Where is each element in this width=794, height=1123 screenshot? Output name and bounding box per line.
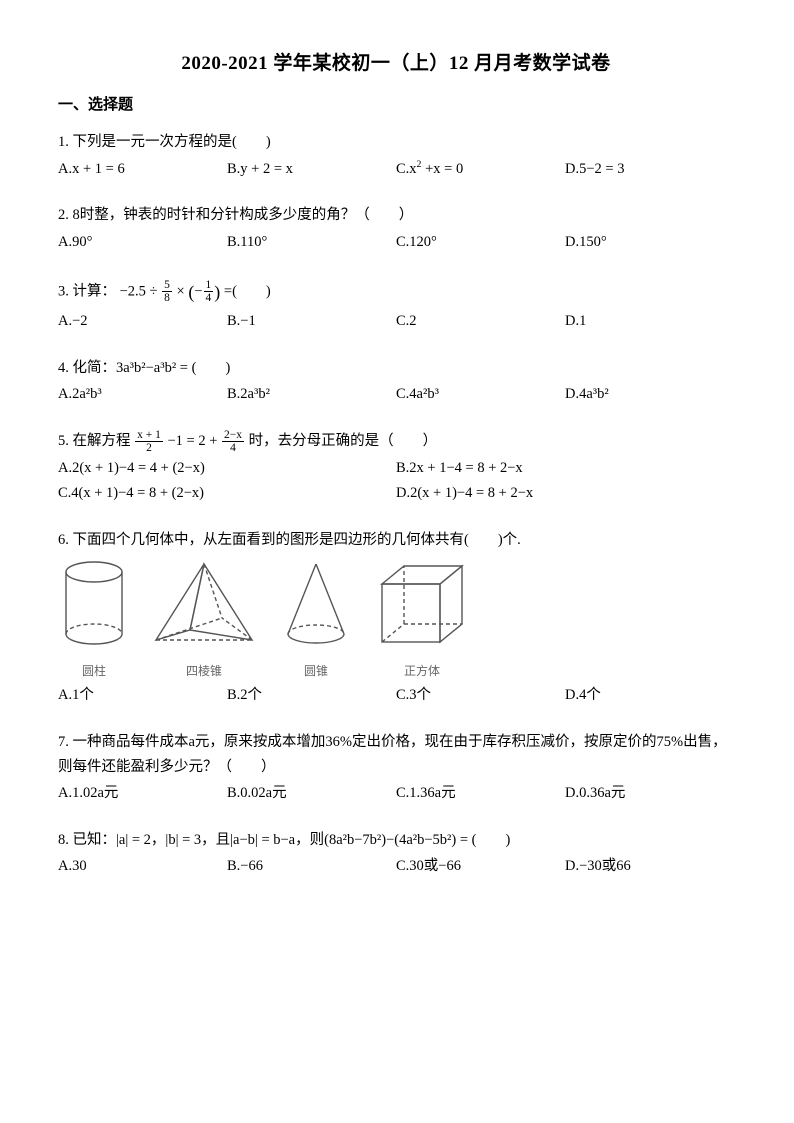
q4-stem: 4. 化简：3a³b²−a³b² = ( ): [58, 356, 734, 381]
q5-frac2: 2−x4: [221, 429, 245, 454]
q1-c-post: +x = 0: [421, 161, 463, 177]
q5-opt-b: B.2x + 1−4 = 8 + 2−x: [396, 456, 734, 481]
q3-neg: −: [194, 283, 202, 299]
q5-f2d: 4: [222, 442, 244, 454]
cone-icon: [278, 558, 354, 650]
question-4: 4. 化简：3a³b²−a³b² = ( ) A.2a²b³ B.2a³b² C…: [58, 356, 734, 407]
q5-opt-c: C.4(x + 1)−4 = 8 + (2−x): [58, 481, 396, 506]
question-6: 6. 下面四个几何体中，从左面看到的图形是四边形的几何体共有( )个. 圆柱: [58, 528, 734, 708]
geo-pyramid: 四棱锥: [150, 558, 258, 681]
q8-opt-a: A.30: [58, 854, 227, 879]
q4-opt-d: D.4a³b²: [565, 382, 734, 407]
exam-page: 2020-2021 学年某校初一（上）12 月月考数学试卷 一、选择题 1. 下…: [0, 0, 794, 923]
q1-options: A.x + 1 = 6 B.y + 2 = x C.x2 +x = 0 D.5−…: [58, 157, 734, 182]
q5-post: 时，去分母正确的是（ ）: [249, 433, 438, 449]
q7-stem: 7. 一种商品每件成本a元，原来按成本增加36%定出价格，现在由于库存积压减价，…: [58, 730, 734, 779]
q3-pre: 3. 计算： −2.5 ÷: [58, 283, 161, 299]
q7-opt-c: C.1.36a元: [396, 781, 565, 806]
q6-figures: 圆柱 四棱锥 圆锥: [58, 558, 734, 681]
geo1-label: 圆柱: [58, 661, 130, 681]
geo4-label: 正方体: [374, 661, 470, 681]
q3-f2n: 1: [204, 279, 214, 292]
q6-opt-a: A.1个: [58, 683, 227, 708]
q7-opt-b: B.0.02a元: [227, 781, 396, 806]
q2-options: A.90° B.110° C.120° D.150°: [58, 230, 734, 255]
q3-mid: ×: [177, 283, 189, 299]
cube-icon: [374, 558, 470, 650]
question-1: 1. 下列是一元一次方程的是( ) A.x + 1 = 6 B.y + 2 = …: [58, 130, 734, 181]
q3-options: A.−2 B.−1 C.2 D.1: [58, 309, 734, 334]
q5-opt-a: A.2(x + 1)−4 = 4 + (2−x): [58, 456, 396, 481]
q2-opt-b: B.110°: [227, 230, 396, 255]
q4-opt-b: B.2a³b²: [227, 382, 396, 407]
q8-opt-b: B.−66: [227, 854, 396, 879]
q5-stem: 5. 在解方程 x + 12 −1 = 2 + 2−x4 时，去分母正确的是（ …: [58, 429, 734, 454]
q6-options: A.1个 B.2个 C.3个 D.4个: [58, 683, 734, 708]
q5-mid: −1 = 2 +: [168, 433, 222, 449]
q7-opt-d: D.0.36a元: [565, 781, 734, 806]
q3-post: =( ): [224, 283, 271, 299]
q8-options: A.30 B.−66 C.30或−66 D.−30或66: [58, 854, 734, 879]
q5-options: A.2(x + 1)−4 = 4 + (2−x) B.2x + 1−4 = 8 …: [58, 456, 734, 505]
q8-opt-c: C.30或−66: [396, 854, 565, 879]
q1-opt-a: A.x + 1 = 6: [58, 157, 227, 182]
q3-opt-d: D.1: [565, 309, 734, 334]
q3-f1d: 8: [162, 292, 172, 304]
q1-opt-c: C.x2 +x = 0: [396, 157, 565, 182]
q5-opt-d: D.2(x + 1)−4 = 8 + 2−x: [396, 481, 734, 506]
page-title: 2020-2021 学年某校初一（上）12 月月考数学试卷: [58, 48, 734, 75]
q3-f1n: 5: [162, 279, 172, 292]
pyramid-icon: [150, 558, 258, 650]
q8-opt-d: D.−30或66: [565, 854, 734, 879]
q3-frac1: 58: [161, 279, 173, 304]
q3-opt-c: C.2: [396, 309, 565, 334]
q3-frac2: 14: [203, 279, 215, 304]
question-7: 7. 一种商品每件成本a元，原来按成本增加36%定出价格，现在由于库存积压减价，…: [58, 730, 734, 806]
question-5: 5. 在解方程 x + 12 −1 = 2 + 2−x4 时，去分母正确的是（ …: [58, 429, 734, 506]
geo3-label: 圆锥: [278, 661, 354, 681]
cylinder-icon: [58, 558, 130, 650]
question-2: 2. 8时整，钟表的时针和分针构成多少度的角？（ ） A.90° B.110° …: [58, 203, 734, 254]
q3-opt-b: B.−1: [227, 309, 396, 334]
q2-stem: 2. 8时整，钟表的时针和分针构成多少度的角？（ ）: [58, 203, 734, 228]
q5-frac1: x + 12: [134, 429, 164, 454]
q4-opt-a: A.2a²b³: [58, 382, 227, 407]
q6-opt-b: B.2个: [227, 683, 396, 708]
question-3: 3. 计算： −2.5 ÷ 58 × (−14) =( ) A.−2 B.−1 …: [58, 277, 734, 334]
q2-opt-d: D.150°: [565, 230, 734, 255]
q4-options: A.2a²b³ B.2a³b² C.4a²b³ D.4a³b²: [58, 382, 734, 407]
q6-opt-c: C.3个: [396, 683, 565, 708]
q1-stem: 1. 下列是一元一次方程的是( ): [58, 130, 734, 155]
q7-options: A.1.02a元 B.0.02a元 C.1.36a元 D.0.36a元: [58, 781, 734, 806]
q3-f2d: 4: [204, 292, 214, 304]
q1-opt-d: D.5−2 = 3: [565, 157, 734, 182]
q3-stem: 3. 计算： −2.5 ÷ 58 × (−14) =( ): [58, 277, 734, 308]
q7-opt-a: A.1.02a元: [58, 781, 227, 806]
q1-c-pre: C.x: [396, 161, 417, 177]
q2-opt-a: A.90°: [58, 230, 227, 255]
section-heading: 一、选择题: [58, 93, 734, 114]
q5-f2n: 2−x: [222, 429, 244, 442]
q8-stem: 8. 已知：|a| = 2，|b| = 3，且|a−b| = b−a，则(8a²…: [58, 828, 734, 853]
geo-cone: 圆锥: [278, 558, 354, 681]
q4-opt-c: C.4a²b³: [396, 382, 565, 407]
q1-opt-b: B.y + 2 = x: [227, 157, 396, 182]
q5-pre: 5. 在解方程: [58, 433, 134, 449]
q3-opt-a: A.−2: [58, 309, 227, 334]
q5-f1d: 2: [135, 442, 163, 454]
q3-paren2: ): [214, 282, 220, 302]
question-8: 8. 已知：|a| = 2，|b| = 3，且|a−b| = b−a，则(8a²…: [58, 828, 734, 879]
q2-opt-c: C.120°: [396, 230, 565, 255]
geo-cylinder: 圆柱: [58, 558, 130, 681]
q6-opt-d: D.4个: [565, 683, 734, 708]
geo-cube: 正方体: [374, 558, 470, 681]
q6-stem: 6. 下面四个几何体中，从左面看到的图形是四边形的几何体共有( )个.: [58, 528, 734, 553]
geo2-label: 四棱锥: [150, 661, 258, 681]
q5-f1n: x + 1: [135, 429, 163, 442]
